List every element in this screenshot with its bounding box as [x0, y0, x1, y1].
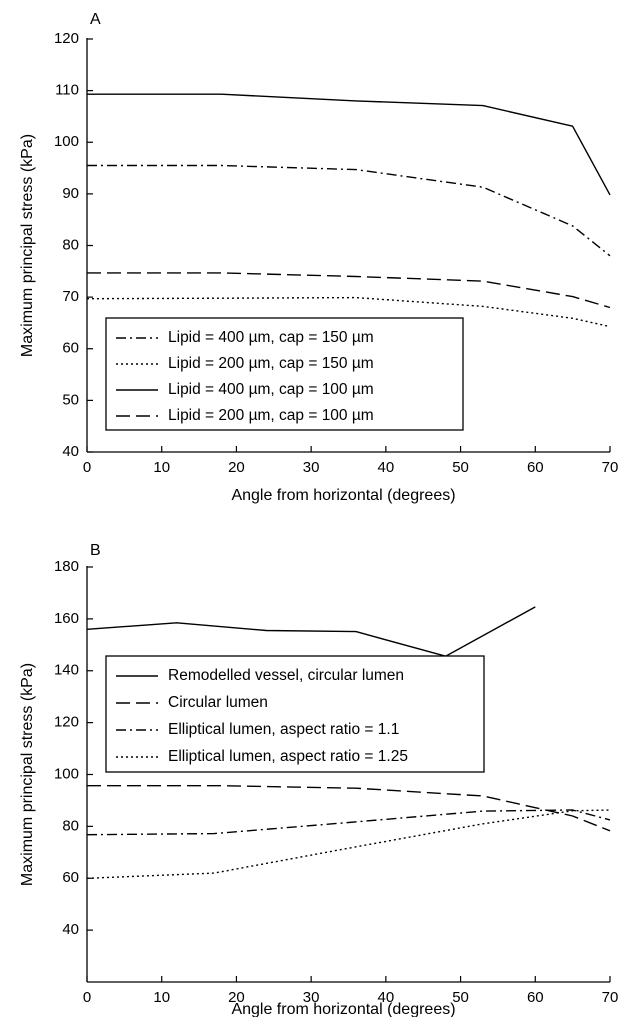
y-tick-label: 120 [54, 30, 79, 47]
y-tick-label: 80 [62, 817, 79, 834]
x-tick-label: 0 [83, 459, 91, 476]
y-tick-label: 60 [62, 869, 79, 886]
x-tick-label: 20 [228, 989, 245, 1006]
panel-label: A [90, 11, 101, 28]
legend-label-3: Elliptical lumen, aspect ratio = 1.1 [168, 721, 399, 738]
x-tick-label: 70 [602, 989, 619, 1006]
series-line-2 [87, 785, 611, 832]
series-line-3 [87, 93, 611, 196]
x-axis-title: Angle from horizontal (degrees) [231, 1001, 455, 1017]
legend-label-4: Elliptical lumen, aspect ratio = 1.25 [168, 748, 408, 765]
x-tick-label: 30 [303, 459, 320, 476]
panel-a-chart: A 0 10 20 30 40 50 60 70 40 50 60 70 80 90 100 110 120 Ang… [19, 11, 618, 504]
x-tick-label: 10 [153, 989, 170, 1006]
series-line-1 [86, 606, 536, 657]
legend-label-2: Lipid = 200 µm, cap = 150 µm [168, 355, 374, 372]
y-tick-label: 100 [54, 765, 79, 782]
legend-label-2: Circular lumen [168, 694, 268, 711]
y-tick-label: 120 [54, 714, 79, 731]
x-tick-label: 10 [153, 459, 170, 476]
panel-label: B [90, 542, 101, 559]
panel-b-chart: B 0 10 20 30 40 50 60 70 40 60 80 100 120 140 160 180 Ang… [19, 542, 618, 1017]
x-tick-label: 60 [527, 989, 544, 1006]
x-tick-label: 50 [452, 989, 469, 1006]
x-tick-label: 0 [83, 989, 91, 1006]
y-tick-label: 110 [55, 82, 79, 99]
y-tick-label: 50 [62, 391, 79, 408]
series-line-4 [87, 272, 611, 309]
y-tick-label: 180 [54, 558, 79, 575]
series-line-1 [87, 164, 611, 257]
x-tick-label: 30 [303, 989, 320, 1006]
legend-label-1: Remodelled vessel, circular lumen [168, 667, 404, 684]
legend-box [105, 655, 485, 773]
y-tick-label: 60 [62, 340, 79, 357]
y-tick-label: 160 [54, 610, 79, 627]
series-line-3 [86, 809, 611, 836]
legend-box [105, 317, 464, 431]
y-tick-label: 70 [62, 288, 79, 305]
y-tick-label: 140 [54, 662, 79, 679]
x-tick-label: 40 [378, 459, 395, 476]
x-tick-label: 20 [228, 459, 245, 476]
x-tick-label: 40 [378, 989, 395, 1006]
y-tick-label: 40 [62, 921, 79, 938]
y-tick-label: 40 [62, 443, 79, 460]
series-line-4 [86, 809, 611, 879]
legend-label-3: Lipid = 400 µm, cap = 100 µm [168, 381, 374, 398]
x-tick-label: 70 [602, 459, 619, 476]
x-axis-title: Angle from horizontal (degrees) [231, 487, 455, 504]
y-axis-title: Maximum principal stress (kPa) [19, 134, 36, 357]
x-tick-label: 50 [452, 459, 469, 476]
y-tick-label: 100 [54, 133, 79, 150]
legend-label-1: Lipid = 400 µm, cap = 150 µm [168, 329, 374, 346]
y-tick-label: 80 [62, 236, 79, 253]
y-tick-label: 90 [62, 185, 79, 202]
legend-label-4: Lipid = 200 µm, cap = 100 µm [168, 407, 374, 424]
y-axis-title: Maximum principal stress (kPa) [19, 663, 36, 886]
x-tick-label: 60 [527, 459, 544, 476]
